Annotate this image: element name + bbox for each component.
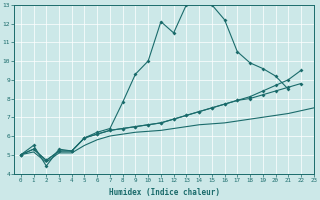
X-axis label: Humidex (Indice chaleur): Humidex (Indice chaleur) bbox=[108, 188, 220, 197]
